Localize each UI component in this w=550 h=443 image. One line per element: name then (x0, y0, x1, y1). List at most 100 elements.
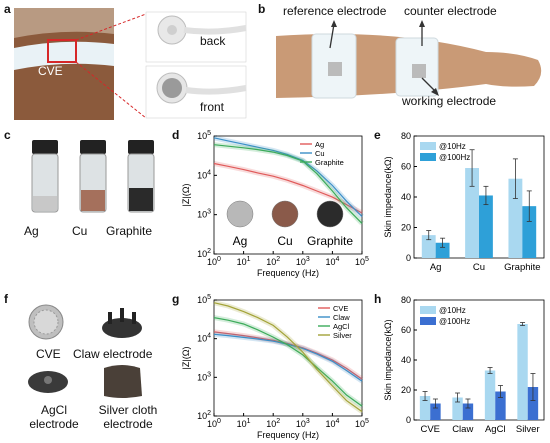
y-axis-label: Skin impedance(kΩ) (383, 319, 393, 400)
y-tick-label: 80 (401, 295, 411, 305)
armband (14, 41, 114, 70)
chart-e: 0 20 40 60 80 Skin impedance(kΩ) Ag Cu Graphite @… (383, 131, 545, 273)
y-tick-label: 20 (401, 223, 411, 233)
legend-label-silver: Silver (333, 331, 352, 340)
chart-g: 100 101 102 103 104 105 102 103 104 105 Frequency … (181, 294, 369, 440)
panel-label-d: d (172, 128, 180, 142)
x-axis-label: Frequency (Hz) (257, 268, 319, 278)
legend-swatch-0 (420, 142, 436, 150)
y-tick-label: 103 (197, 209, 211, 220)
y-tick-label: 104 (197, 169, 211, 180)
label-cve: CVE (36, 347, 61, 361)
back-label: back (200, 34, 226, 48)
x-tick-label: 102 (266, 256, 280, 267)
chart-d: 100 101 102 103 104 105 102 103 104 105 Frequency … (181, 130, 369, 278)
y-tick-label: 102 (197, 248, 211, 259)
bar-cve-1 (430, 403, 441, 420)
label-silver-cloth-electrode: Silver cloth electrode (98, 403, 158, 431)
x-tick-label: 105 (355, 418, 369, 429)
plot-frame (213, 135, 363, 255)
y-tick-label: 105 (197, 294, 211, 305)
x-tick-label: 104 (325, 256, 339, 267)
legend-label-0: @10Hz (439, 306, 466, 315)
panel-label-g: g (172, 292, 180, 306)
y-tick-label: 102 (197, 410, 211, 421)
panel-label-b: b (258, 2, 266, 16)
legend-label-cu: Cu (315, 149, 325, 158)
series-line-silver (213, 302, 363, 413)
legend-label-agcl: AgCl (333, 322, 350, 331)
vial-graphite (127, 140, 155, 213)
panel-label-h: h (374, 292, 382, 306)
highlight-box (47, 39, 77, 63)
vial-cu (79, 140, 107, 213)
vial-label-ag: Ag (24, 224, 39, 238)
series-line-ag (213, 162, 363, 214)
bar-cu-1 (479, 195, 493, 258)
category-label-silver: Silver (516, 424, 540, 435)
y-tick-label: 0 (406, 415, 411, 425)
legend-label-1: @100Hz (439, 317, 470, 326)
silver-cloth-electrode-icon (104, 365, 142, 398)
y-tick-label: 105 (197, 130, 211, 141)
legend-swatch-0 (420, 306, 436, 314)
panel-label-e: e (374, 128, 381, 142)
y-tick-label: 60 (401, 162, 411, 172)
y-tick-label: 104 (197, 333, 211, 344)
legend-label-cve: CVE (333, 304, 348, 313)
inset-label-ag: Ag (233, 234, 248, 248)
legend-swatch-1 (420, 317, 436, 325)
bar-ag-1 (435, 242, 450, 258)
series-line-cve (213, 331, 363, 380)
category-label-agcl: AgCl (485, 424, 506, 435)
inset-electrode-cu (271, 200, 299, 228)
bar-claw-0 (452, 397, 463, 420)
label-claw-electrode: Claw electrode (73, 347, 153, 361)
y-tick-label: 80 (401, 131, 411, 141)
category-label-claw: Claw (452, 424, 473, 435)
series-line-agcl (213, 317, 363, 407)
x-axis-label: Frequency (Hz) (257, 430, 319, 440)
bar-agcl-1 (495, 391, 506, 420)
x-tick-label: 103 (296, 418, 310, 429)
bar-silver-1 (527, 387, 539, 420)
reference-electrode-label: reference electrode (283, 4, 387, 18)
y-axis-label: Skin impedance(kΩ) (383, 156, 393, 237)
vial-label-graphite: Graphite (106, 224, 153, 238)
counter-electrode-label: counter electrode (404, 4, 497, 18)
x-tick-label: 100 (207, 256, 221, 267)
cve-electrode-icon (28, 304, 64, 340)
legend-label-claw: Claw (333, 313, 350, 322)
inset-label-graphite: Graphite (307, 234, 353, 248)
panel-c-vials (31, 140, 155, 213)
chart-h: 0 20 40 60 80 Skin impedance(kΩ) CVE Claw AgCl Si… (383, 295, 545, 435)
category-label-ag: Ag (430, 262, 442, 273)
legend-label-graphite: Graphite (315, 158, 344, 167)
panel-f-photos (28, 304, 142, 398)
legend-label-ag: Ag (315, 140, 324, 149)
x-tick-label: 104 (325, 418, 339, 429)
bar-cu-0 (465, 168, 479, 258)
x-tick-label: 101 (237, 418, 251, 429)
plot-frame (213, 299, 363, 417)
series-line-cu (213, 137, 363, 217)
bar-graphite-0 (508, 178, 523, 258)
bar-cve-0 (419, 396, 431, 420)
x-tick-label: 100 (207, 418, 221, 429)
y-tick-label: 20 (401, 385, 411, 395)
inset-label-cu: Cu (277, 234, 292, 248)
y-tick-label: 0 (406, 253, 411, 263)
claw-electrode-icon (102, 308, 142, 338)
cve-label: CVE (38, 64, 63, 78)
agcl-electrode-icon (28, 371, 68, 393)
bar-graphite-1 (522, 206, 537, 258)
x-tick-label: 102 (266, 418, 280, 429)
y-axis-label: |Z|(Ω) (181, 347, 191, 370)
x-tick-label: 105 (355, 256, 369, 267)
vial-ag (31, 140, 59, 213)
panel-a-photos (14, 8, 247, 120)
front-label: front (200, 100, 225, 114)
panel-label-c: c (4, 128, 11, 142)
legend-label-0: @10Hz (439, 142, 466, 151)
x-tick-label: 101 (237, 256, 251, 267)
